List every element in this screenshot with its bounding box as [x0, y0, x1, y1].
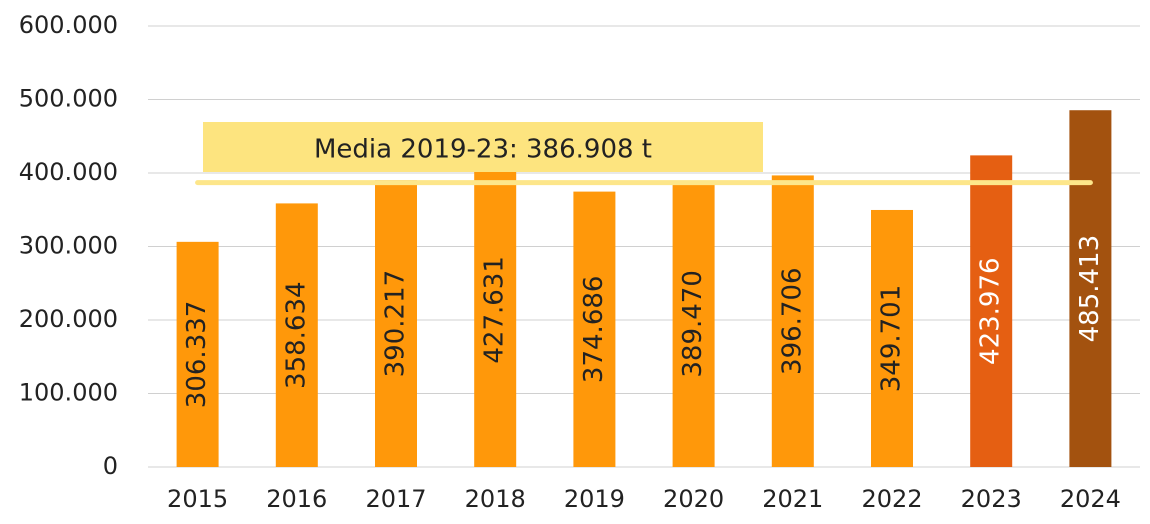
- value-label: 349.701: [877, 285, 907, 393]
- bar: [573, 191, 616, 468]
- x-tick-label: 2017: [365, 485, 426, 513]
- value-label: 306.337: [182, 301, 212, 409]
- bar: [1069, 110, 1112, 468]
- y-tick-label: 0: [103, 452, 118, 480]
- bar: [771, 175, 814, 468]
- value-label: 485.413: [1075, 235, 1105, 343]
- y-tick-label: 200.000: [19, 305, 118, 333]
- y-tick-label: 400.000: [19, 158, 118, 186]
- value-label: 390.217: [381, 270, 411, 378]
- value-label: 358.634: [281, 281, 311, 389]
- y-tick-label: 600.000: [19, 11, 118, 39]
- x-tick-label: 2019: [564, 485, 625, 513]
- value-label: 427.631: [480, 256, 510, 364]
- bar: [474, 152, 517, 467]
- bar: [871, 209, 913, 467]
- x-tick-label: 2023: [961, 485, 1022, 513]
- x-tick-label: 2024: [1060, 485, 1121, 513]
- y-tick-label: 500.000: [19, 85, 118, 113]
- average-label-box: [203, 122, 763, 172]
- bar: [275, 203, 318, 468]
- x-tick-label: 2018: [465, 485, 526, 513]
- x-tick-label: 2022: [861, 485, 922, 513]
- bar: [375, 180, 417, 468]
- value-label: 396.706: [777, 267, 807, 375]
- bar: [970, 155, 1013, 468]
- bar: [672, 180, 715, 467]
- x-tick-label: 2021: [762, 485, 823, 513]
- x-tick-label: 2020: [663, 485, 724, 513]
- value-label: 389.470: [678, 270, 708, 378]
- value-label: 423.976: [976, 257, 1006, 365]
- average-label: Media 2019-23: 386.908 t: [314, 135, 652, 165]
- x-tick-label: 2015: [167, 485, 228, 513]
- bar: [176, 241, 219, 467]
- x-tick-label: 2016: [266, 485, 327, 513]
- y-tick-label: 300.000: [19, 232, 118, 260]
- y-tick-label: 100.000: [19, 379, 118, 407]
- value-label: 374.686: [579, 276, 609, 384]
